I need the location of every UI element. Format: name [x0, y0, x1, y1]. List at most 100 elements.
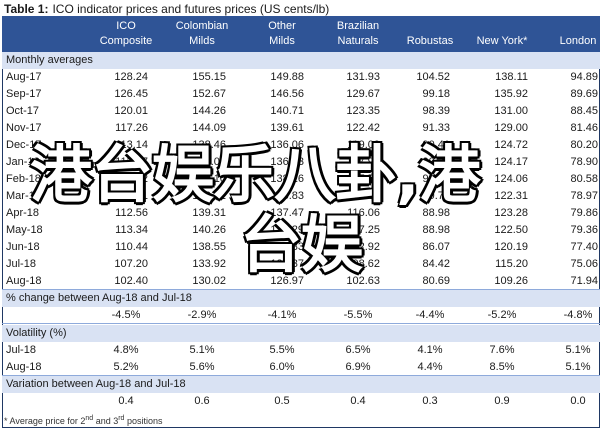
table-cell: 124.06: [494, 173, 528, 185]
table-cell: 149.88: [270, 71, 304, 83]
table-cell: 0.4: [350, 395, 366, 407]
table-cell: -4.5%: [111, 309, 141, 321]
table-cell: 5.6%: [189, 361, 215, 373]
table-cell: 79.86: [570, 207, 598, 219]
table-cell: 84.42: [422, 258, 450, 270]
section-heading: Volatility (%): [2, 325, 600, 342]
table-cell: -4.4%: [415, 309, 445, 321]
table-cell: 81.46: [570, 122, 598, 134]
column-header: New York*: [464, 16, 540, 52]
table-header: ICO Composite Colombian Milds Other Milds Braz…: [2, 16, 600, 52]
table-row: Nov-17 117.26 144.09 139.61 122.42 91.33 129.0…: [2, 120, 600, 137]
table-cell: 112.56: [115, 207, 148, 219]
table-cell: 119.09: [347, 139, 380, 151]
table-cell: 132.37: [270, 258, 304, 270]
table-cell: -2.9%: [187, 309, 217, 321]
row-label: Oct-17: [6, 105, 40, 117]
table-cell: 129.00: [494, 122, 528, 134]
table-cell: 110.44: [115, 241, 148, 253]
table-cell: 128.24: [114, 71, 148, 83]
table-cell: 123.28: [494, 207, 528, 219]
table-cell: 0.5: [274, 395, 290, 407]
table-cell: 139.10: [192, 173, 226, 185]
table-cell: 5.1%: [565, 361, 591, 373]
table-cell: 115.38: [347, 190, 380, 202]
table-cell: -4.8%: [563, 309, 593, 321]
table-cell: 136.43: [270, 156, 304, 168]
table-number: Table 1:: [4, 2, 49, 16]
table-cell: 8.5%: [489, 361, 515, 373]
table-cell: 140.26: [192, 224, 226, 236]
table-row: Jun-18 110.44 138.55 135.33 112.92 86.07 120.1…: [2, 239, 600, 256]
table-cell: 112.92: [347, 241, 380, 253]
table-cell: 88.98: [422, 224, 450, 236]
column-header: ICO Composite: [88, 16, 164, 52]
table-cell: 0.3: [422, 395, 438, 407]
column-header-line-2: New York*: [476, 35, 528, 47]
table-row: 0.4 0.6 0.5 0.4 0.3 0.9 0.0: [2, 393, 600, 410]
row-label: Jan-18: [6, 156, 40, 168]
table-cell: 135.33: [270, 241, 304, 253]
column-header-line-1: ICO: [116, 20, 136, 32]
table-cell: 5.1%: [189, 344, 215, 356]
table-cell: 88.45: [570, 105, 598, 117]
table-cell: 104.52: [416, 71, 450, 83]
row-separator: [2, 289, 600, 290]
table-cell: 146.56: [270, 88, 304, 100]
table-cell: 140.71: [270, 105, 304, 117]
table-cell: 122.31: [494, 190, 528, 202]
table-row: May-18 113.34 140.26 137.29 117.25 88.98 122.5…: [2, 222, 600, 239]
table-row: Jul-18 4.8% 5.1% 5.5% 6.5% 4.1% 7.6% 5.1%: [2, 342, 600, 359]
column-header-line-2: London: [559, 35, 597, 47]
column-header-line-1: Brazilian: [336, 20, 380, 32]
column-header-line-2: Robustas: [406, 35, 454, 47]
table-cell: 138.26: [270, 173, 304, 185]
table-cell: 5.1%: [565, 344, 591, 356]
row-label: Jun-18: [6, 241, 40, 253]
table-cell: 98.39: [422, 105, 450, 117]
table-cell: 130.02: [192, 275, 226, 287]
table-cell: -5.5%: [343, 309, 373, 321]
table-cell: 5.5%: [269, 344, 295, 356]
table-cell: 7.6%: [489, 344, 515, 356]
column-header: London: [540, 16, 604, 52]
table-cell: 139.31: [192, 207, 226, 219]
table-cell: 114.42: [115, 173, 148, 185]
row-label: Jul-18: [6, 258, 36, 270]
table-cell: -4.1%: [267, 309, 297, 321]
table-cell: 88.98: [422, 207, 450, 219]
table-cell: 123.35: [346, 105, 380, 117]
table-cell: 89.69: [570, 88, 598, 100]
table-cell: 80.69: [422, 275, 450, 287]
table-cell: 144.26: [192, 105, 226, 117]
table-cell: 79.36: [570, 224, 598, 236]
table-row: Aug-18 5.2% 5.6% 6.0% 6.9% 4.4% 8.5% 5.1%: [2, 359, 600, 376]
table-cell: 117.25: [347, 224, 380, 236]
row-separator: [2, 375, 600, 376]
table-cell: 138.01: [192, 156, 226, 168]
table-cell: 117.94: [347, 156, 380, 168]
column-header-line-1: [540, 19, 604, 34]
table-cell: 78.97: [570, 190, 598, 202]
table-cell: 115.20: [495, 258, 528, 270]
table-cell: 80.58: [570, 173, 598, 185]
row-label: Nov-17: [6, 122, 42, 134]
column-header-line-1: [392, 19, 468, 34]
table-cell: 102.40: [114, 275, 148, 287]
table-cell: 0.9: [494, 395, 510, 407]
table-cell: 113.14: [115, 139, 148, 151]
table-cell: -5.2%: [487, 309, 517, 321]
table-cell: 77.40: [570, 241, 598, 253]
column-header-line-2: Naturals: [337, 35, 379, 47]
table-cell: 152.67: [192, 88, 226, 100]
table-cell: 131.00: [494, 105, 528, 117]
table-cell: 112.11: [115, 190, 148, 202]
row-label: Apr-18: [6, 207, 40, 219]
row-separator: [2, 323, 600, 324]
table-cell: 6.0%: [269, 361, 295, 373]
row-label: Feb-18: [6, 173, 41, 185]
row-label: Aug-18: [6, 361, 42, 373]
table-cell: 90.36: [422, 173, 450, 185]
table-row: Dec-17 113.14 138.46 136.06 119.09 90.41 124.7…: [2, 137, 600, 154]
table-cell: 71.94: [570, 275, 598, 287]
